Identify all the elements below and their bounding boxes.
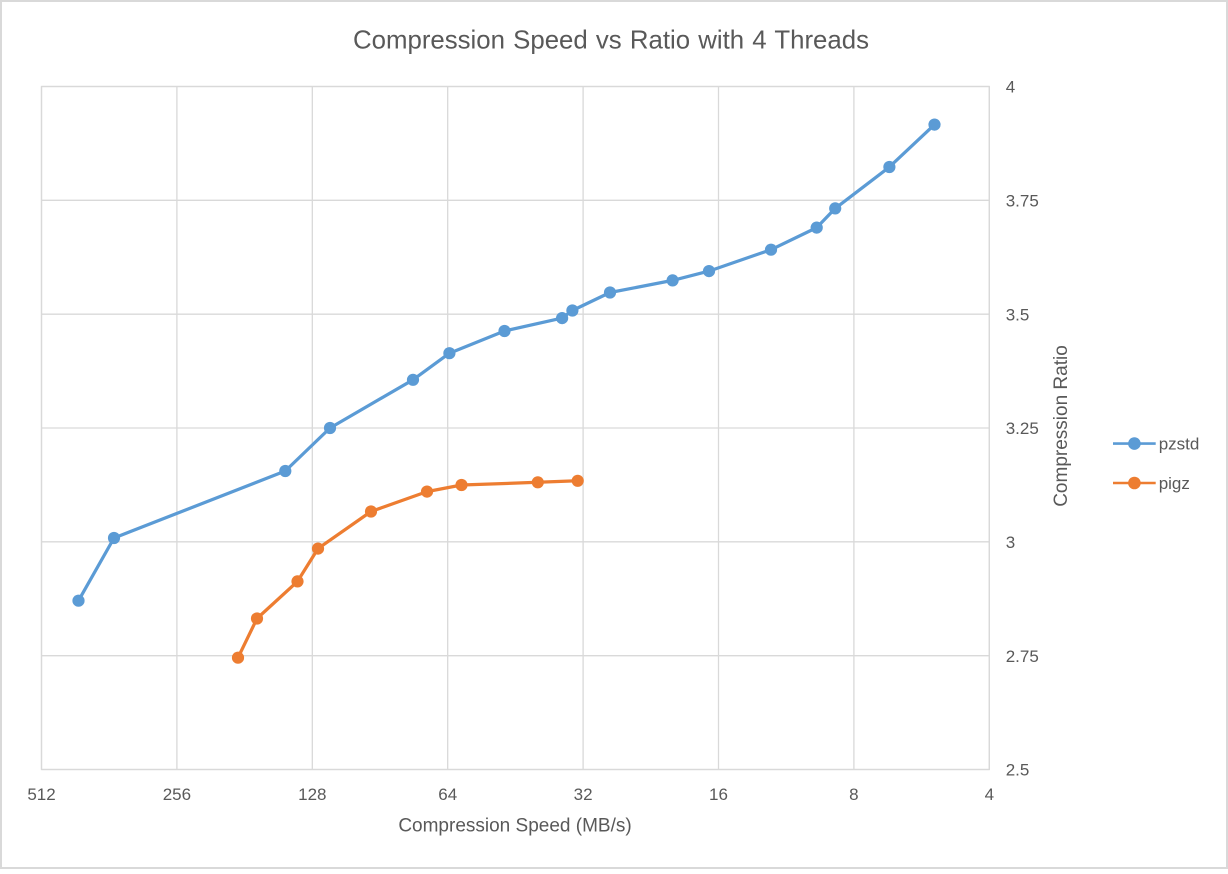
svg-text:32: 32: [574, 785, 593, 804]
svg-text:256: 256: [163, 785, 191, 804]
svg-text:Compression Speed vs Ratio wit: Compression Speed vs Ratio with 4 Thread…: [353, 27, 869, 55]
svg-text:3.5: 3.5: [1006, 305, 1030, 324]
svg-text:pigz: pigz: [1159, 474, 1190, 493]
svg-text:64: 64: [438, 785, 457, 804]
svg-text:4: 4: [985, 785, 994, 804]
svg-text:Compression Ratio: Compression Ratio: [1051, 345, 1072, 507]
svg-text:2.5: 2.5: [1006, 761, 1030, 780]
svg-text:3: 3: [1006, 533, 1015, 552]
svg-text:8: 8: [849, 785, 858, 804]
svg-text:pzstd: pzstd: [1159, 435, 1200, 454]
svg-text:3.75: 3.75: [1006, 192, 1039, 211]
svg-text:4: 4: [1006, 78, 1015, 97]
svg-text:128: 128: [298, 785, 326, 804]
svg-text:Compression Speed (MB/s): Compression Speed (MB/s): [398, 815, 631, 836]
svg-text:512: 512: [27, 785, 55, 804]
svg-text:2.75: 2.75: [1006, 647, 1039, 666]
svg-text:3.25: 3.25: [1006, 419, 1039, 438]
svg-text:16: 16: [709, 785, 728, 804]
